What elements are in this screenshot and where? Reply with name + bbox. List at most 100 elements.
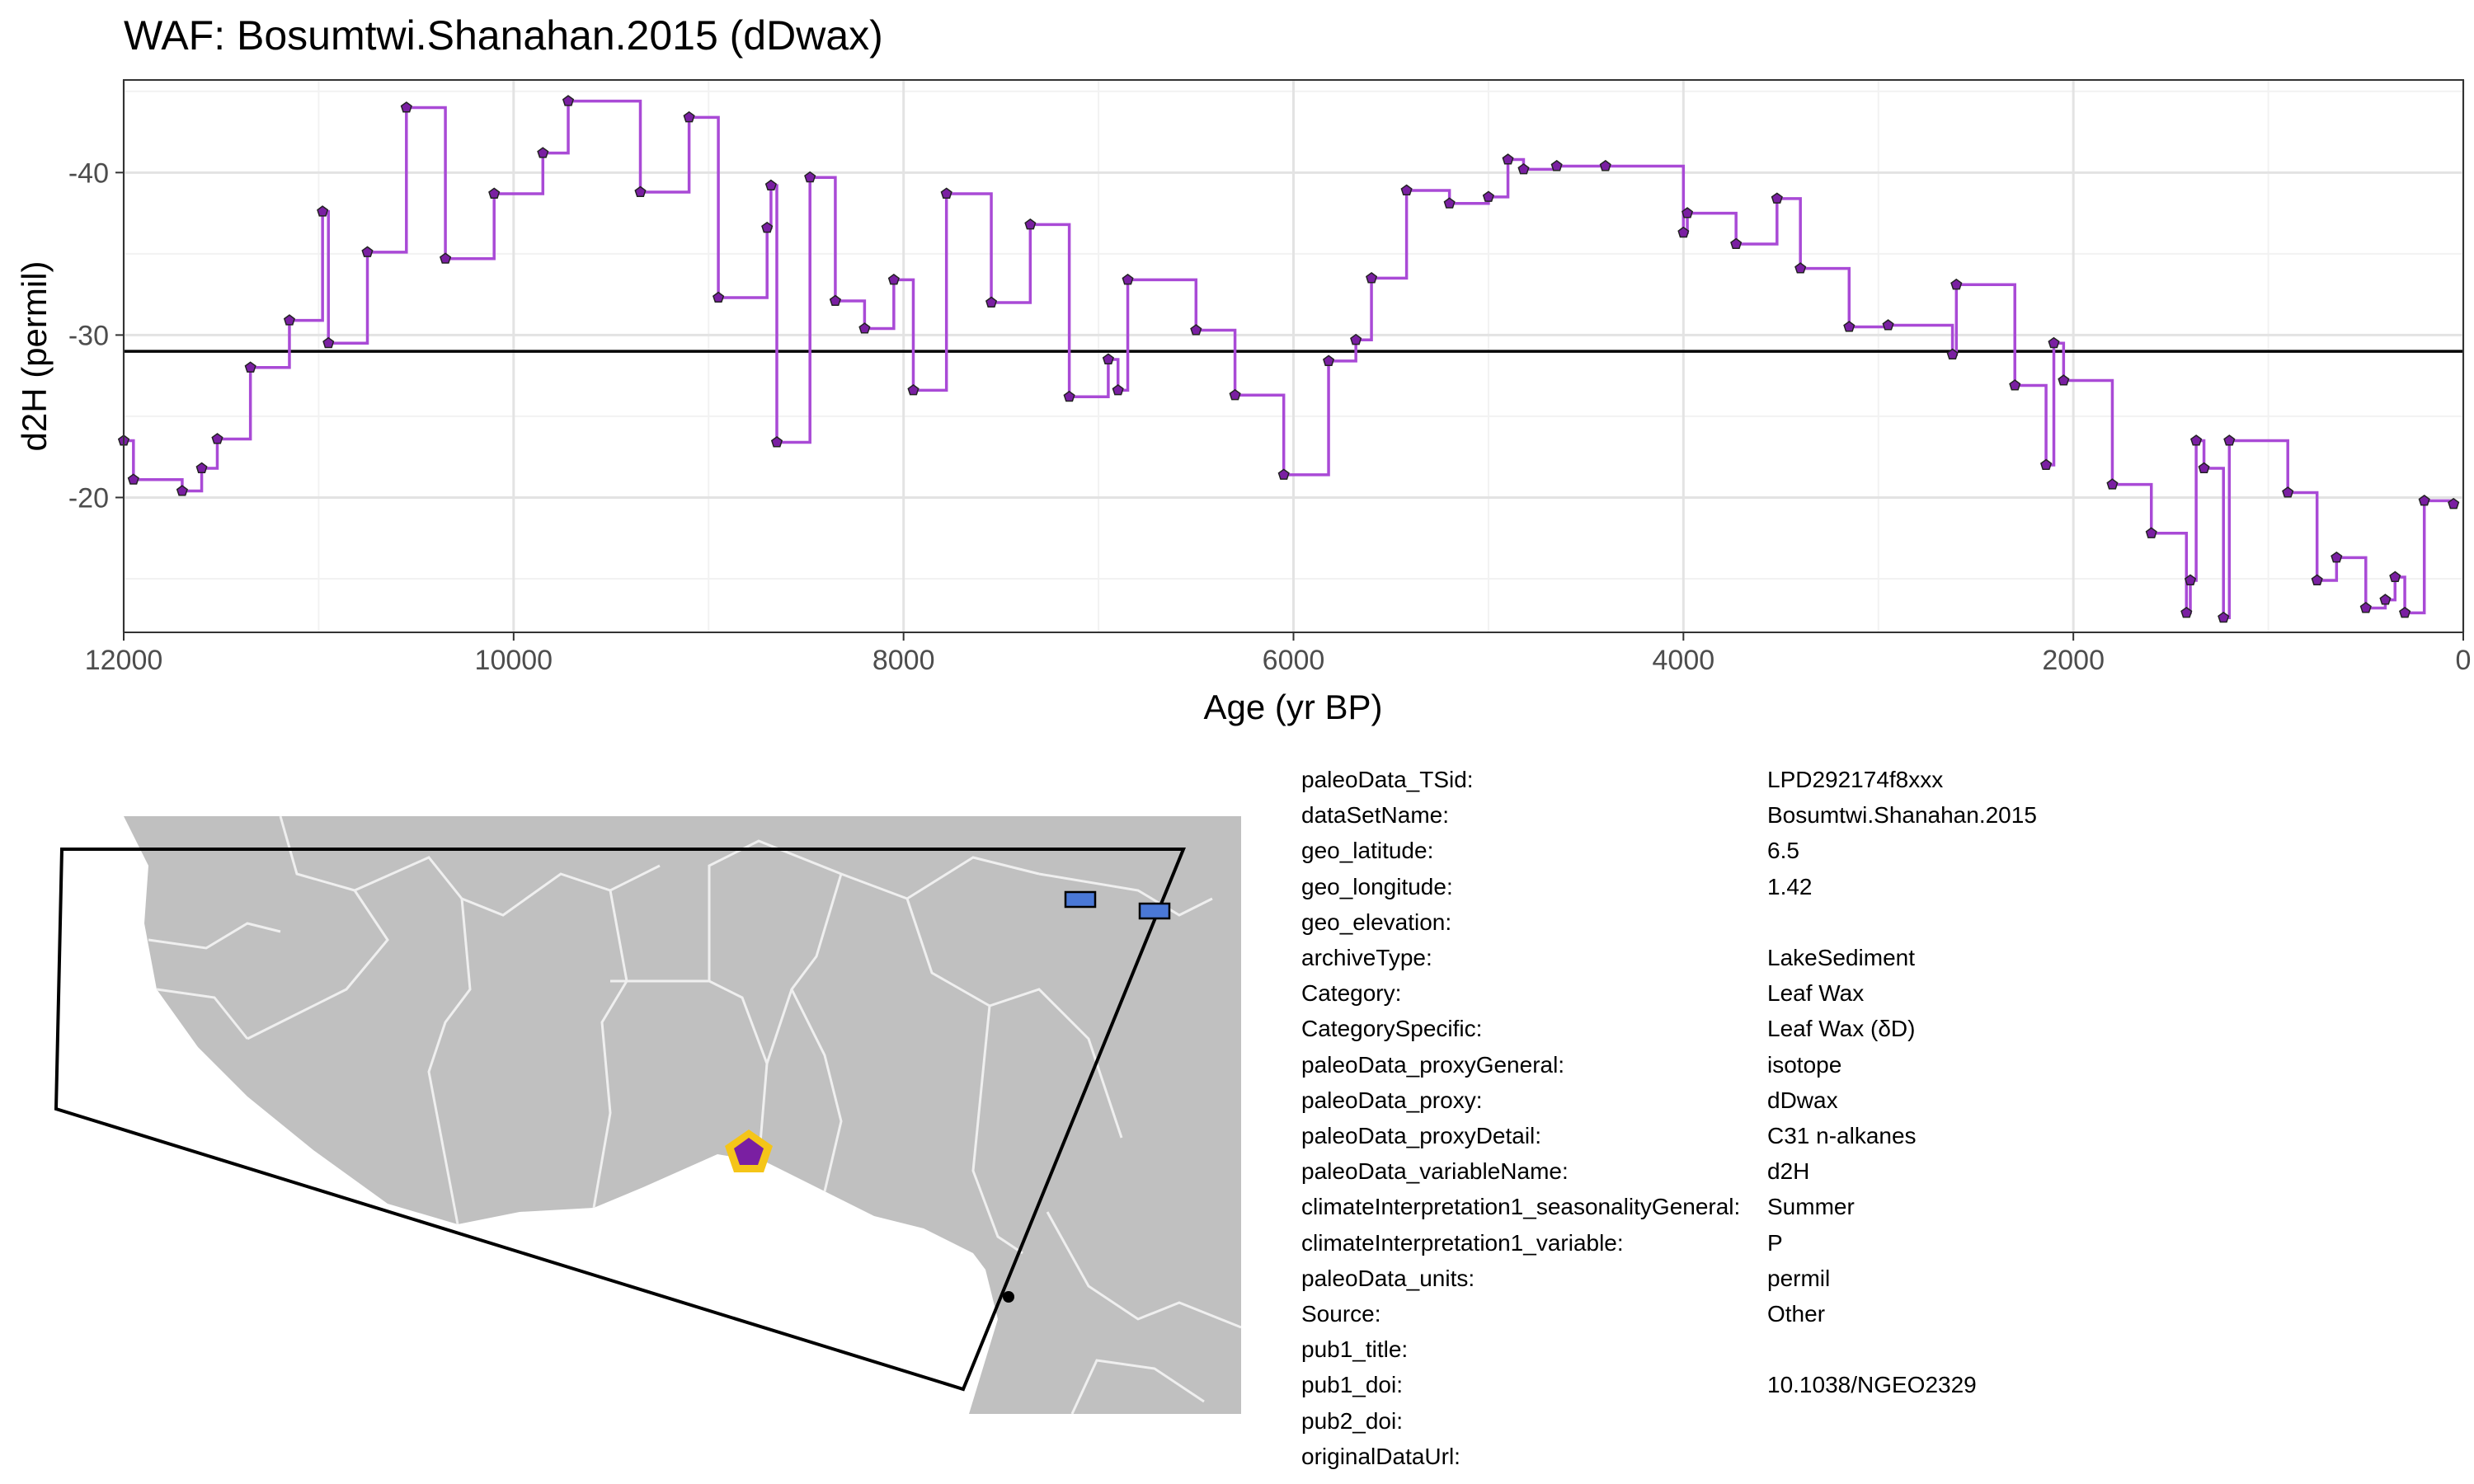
country-borders <box>148 816 1241 1414</box>
metadata-key: climateInterpretation1_variable: <box>1301 1229 1624 1256</box>
x-tick-label: 2000 <box>2042 645 2105 676</box>
data-point <box>2418 494 2430 506</box>
x-tick-label: 0 <box>2456 645 2472 676</box>
data-point <box>1024 218 1037 230</box>
data-point <box>1771 192 1783 204</box>
metadata-key: geo_latitude: <box>1301 838 1434 864</box>
data-point <box>1122 273 1134 285</box>
metadata-value: permil <box>1767 1265 1831 1291</box>
metadata-key: paleoData_units: <box>1301 1265 1475 1291</box>
data-point <box>1190 324 1202 336</box>
data-point <box>2399 606 2411 618</box>
metadata-value: Leaf Wax (δD) <box>1767 1016 1916 1042</box>
data-point <box>887 273 900 285</box>
data-point <box>2184 574 2197 585</box>
data-point <box>1599 159 1611 171</box>
metadata-value: Leaf Wax <box>1767 980 1865 1007</box>
y-axis-label: d2H (permil) <box>15 261 54 451</box>
metadata-value: Summer <box>1767 1194 1855 1220</box>
metadata-value: 10.1038/NGEO2329 <box>1767 1372 1977 1398</box>
data-point <box>2331 551 2343 563</box>
metadata-key: CategorySpecific: <box>1301 1016 1483 1042</box>
metadata-value: P <box>1767 1229 1783 1256</box>
data-point <box>2311 574 2323 585</box>
data-point <box>317 205 329 217</box>
chart-title: WAF: Bosumtwi.Shanahan.2015 (dDwax) <box>124 12 883 59</box>
region-boundary <box>54 848 1186 1392</box>
metadata-value: Bosumtwi.Shanahan.2015 <box>1767 802 2037 829</box>
data-point <box>322 336 335 349</box>
data-point <box>829 294 841 307</box>
data-point <box>907 383 920 396</box>
metadata-value: LPD292174f8xxx <box>1767 767 1944 792</box>
x-tick-label: 8000 <box>872 645 935 676</box>
data-point <box>2009 379 2021 391</box>
metadata-key: pub1_doi: <box>1301 1372 1404 1398</box>
data-point <box>400 101 412 113</box>
data-point <box>1112 383 1124 396</box>
x-axis-label: Age (yr BP) <box>1203 688 1382 726</box>
y-tick-label: -30 <box>68 320 109 351</box>
data-point <box>804 171 816 183</box>
metadata-value: C31 n-alkanes <box>1767 1123 1917 1148</box>
land-area-east <box>1014 1064 1241 1414</box>
data-point <box>2106 478 2119 490</box>
metadata-key: pub2_doi: <box>1301 1407 1404 1434</box>
series-line <box>124 99 2455 620</box>
y-axis: -40 -30 -20 <box>68 157 124 514</box>
data-point <box>1517 162 1530 175</box>
data-point <box>1323 355 1335 366</box>
data-point <box>127 473 139 485</box>
metadata-key: paleoData_variableName: <box>1301 1158 1569 1185</box>
data-point <box>1277 468 1290 480</box>
data-point <box>1681 207 1694 218</box>
metadata-key: archiveType: <box>1301 945 1432 970</box>
data-point <box>1946 348 1959 360</box>
metadata-value: isotope <box>1767 1051 1842 1078</box>
metadata-value: dDwax <box>1767 1087 1838 1113</box>
x-tick-label: 6000 <box>1263 645 1325 676</box>
data-point <box>2282 486 2294 498</box>
data-point <box>195 462 208 473</box>
data-point <box>488 187 501 199</box>
site-marker-pentagon <box>734 1138 764 1165</box>
metadata-key: geo_longitude: <box>1301 873 1453 899</box>
data-point <box>2448 497 2460 510</box>
data-point <box>1677 226 1690 238</box>
data-point <box>361 246 374 257</box>
data-point <box>283 314 295 326</box>
data-point <box>2223 434 2236 446</box>
series-points <box>117 95 2460 623</box>
data-point <box>537 147 549 158</box>
data-point <box>1063 390 1075 402</box>
metadata-key: Category: <box>1301 980 1402 1007</box>
reference-point <box>1003 1291 1014 1303</box>
data-point <box>1482 190 1494 202</box>
x-tick-label: 4000 <box>1653 645 1715 676</box>
metadata-value: Other <box>1767 1301 1826 1327</box>
data-point <box>2145 527 2157 538</box>
data-point <box>940 187 952 199</box>
metadata-value: 1.42 <box>1767 873 1813 899</box>
data-point <box>1843 321 1856 332</box>
data-point <box>1502 153 1514 165</box>
x-axis: 12000 10000 8000 6000 4000 2000 0 <box>85 632 2472 676</box>
data-point <box>764 179 777 191</box>
metadata-key: dataSetName: <box>1301 802 1449 829</box>
metadata-key: paleoData_TSid: <box>1301 767 1474 792</box>
metadata-key: paleoData_proxyGeneral: <box>1301 1051 1565 1078</box>
data-point <box>1730 237 1743 250</box>
data-point <box>1400 184 1413 196</box>
data-point <box>1102 353 1114 364</box>
data-point <box>2359 601 2372 613</box>
metadata-key: Source: <box>1301 1301 1381 1327</box>
data-point <box>2048 336 2060 349</box>
other-site-marker <box>1138 902 1171 920</box>
data-point <box>1794 262 1807 274</box>
data-point <box>2190 434 2203 446</box>
y-tick-label: -20 <box>68 482 109 514</box>
data-point <box>1950 278 1963 290</box>
metadata-value: LakeSediment <box>1767 945 1916 970</box>
site-map <box>54 816 1241 1414</box>
